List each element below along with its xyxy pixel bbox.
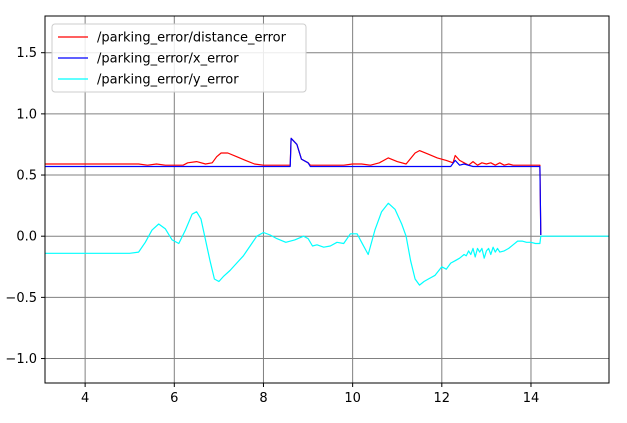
series-line-2: [45, 202, 609, 286]
y-tick-label: 1.5: [16, 46, 37, 61]
y-tick-label: 0.0: [16, 230, 37, 245]
x-tick-label: 6: [170, 391, 178, 406]
legend-label-0: /parking_error/distance_error: [97, 31, 287, 46]
x-tick-label: 10: [344, 391, 361, 406]
y-tick-label: 0.5: [16, 169, 37, 184]
y-tick-label: −1.0: [5, 352, 37, 367]
y-tick-label: −0.5: [5, 291, 37, 306]
x-tick-label: 14: [523, 391, 540, 406]
y-tick-label: 1.0: [16, 107, 37, 122]
legend-box: [51, 23, 307, 93]
x-tick-label: 12: [434, 391, 451, 406]
legend-label-2: /parking_error/y_error: [97, 73, 239, 88]
series-line-0: [45, 137, 542, 236]
legend: /parking_error/distance_error/parking_er…: [51, 23, 307, 93]
legend-label-1: /parking_error/x_error: [97, 52, 239, 67]
plot-frame: [44, 15, 610, 384]
x-tick-label: 8: [259, 391, 267, 406]
axis-ticks: 4 6 8 10 12 14 −1.0 −0.5 0.0 0.5 1.0 1.5: [5, 46, 539, 406]
series-lines: [45, 137, 609, 286]
x-tick-label: 4: [81, 391, 89, 406]
series-line-1: [45, 137, 542, 236]
